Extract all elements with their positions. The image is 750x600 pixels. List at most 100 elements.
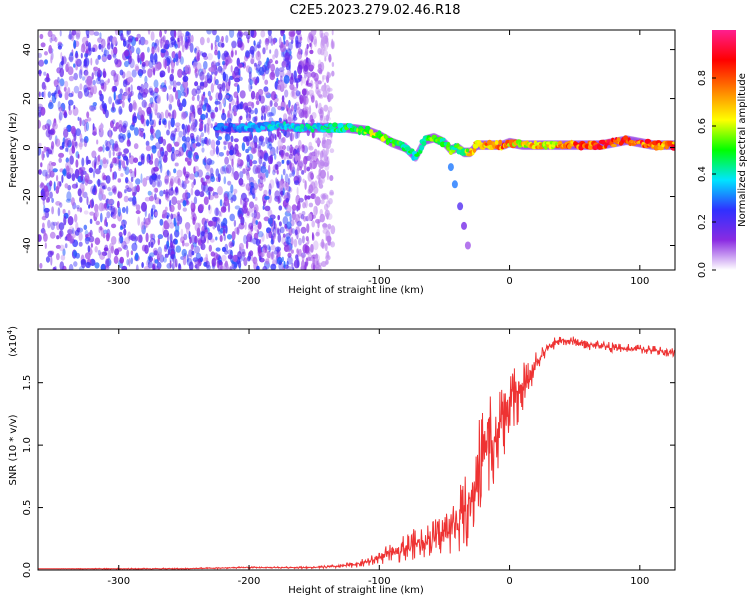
noise-speckle-mark: [223, 164, 227, 175]
noise-speckle-mark: [66, 191, 72, 202]
noise-speckle-mark: [190, 34, 194, 43]
noise-speckle-mark: [301, 88, 307, 96]
noise-speckle-mark: [219, 211, 223, 217]
noise-speckle-mark: [214, 194, 219, 199]
noise-speckle-mark: [200, 177, 204, 183]
branch-mark: [464, 241, 471, 250]
noise-speckle-mark: [170, 117, 175, 128]
noise-speckle-mark: [139, 36, 146, 46]
noise-speckle-mark: [277, 196, 281, 204]
noise-speckle-mark: [128, 235, 135, 241]
noise-speckle-mark: [231, 40, 237, 49]
noise-speckle-mark: [315, 139, 322, 144]
ridge-mark: [272, 121, 276, 125]
noise-speckle-mark: [38, 146, 42, 156]
noise-speckle-mark: [106, 159, 109, 165]
noise-speckle-mark: [125, 177, 129, 184]
noise-speckle-mark: [154, 157, 159, 168]
noise-speckle-mark: [234, 77, 241, 83]
noise-speckle-mark: [180, 228, 184, 238]
noise-speckle-mark: [89, 106, 96, 112]
noise-speckle-mark: [177, 98, 181, 108]
noise-speckle-mark: [194, 68, 197, 74]
noise-speckle-mark: [237, 152, 242, 158]
noise-speckle-mark: [194, 222, 201, 232]
noise-speckle-mark: [210, 176, 216, 183]
noise-speckle-mark: [132, 115, 137, 124]
noise-speckle-mark: [197, 94, 200, 102]
noise-speckle-mark: [224, 260, 228, 268]
noise-speckle-mark: [281, 95, 285, 103]
noise-speckle-mark: [270, 239, 274, 245]
noise-speckle-mark: [242, 168, 246, 175]
noise-speckle-mark: [281, 256, 284, 262]
noise-speckle-mark: [112, 119, 116, 125]
noise-speckle-mark: [179, 33, 185, 38]
noise-speckle-mark: [323, 50, 329, 58]
snr-marks: [38, 336, 675, 570]
ridge-mark: [442, 137, 446, 142]
noise-speckle-mark: [265, 258, 270, 265]
noise-speckle-mark: [184, 242, 190, 247]
noise-speckle-mark: [184, 139, 188, 149]
noise-speckle-mark: [130, 90, 134, 96]
noise-speckle-mark: [102, 185, 106, 190]
noise-speckle-mark: [124, 189, 127, 194]
noise-speckle-mark: [215, 92, 220, 101]
noise-speckle-mark: [103, 229, 108, 235]
noise-speckle-mark: [221, 246, 227, 252]
noise-speckle-mark: [123, 91, 128, 97]
noise-speckle-mark: [272, 38, 276, 45]
x-tick-label: 100: [630, 576, 649, 587]
noise-speckle-mark: [132, 192, 136, 197]
noise-speckle-mark: [129, 124, 135, 131]
noise-speckle-mark: [131, 242, 138, 252]
noise-speckle-mark: [301, 254, 305, 262]
noise-speckle-mark: [38, 91, 41, 98]
noise-speckle-mark: [305, 57, 309, 63]
noise-speckle-mark: [292, 267, 295, 270]
noise-speckle-mark: [117, 178, 122, 183]
noise-speckle-mark: [248, 207, 254, 213]
noise-speckle-mark: [263, 86, 269, 93]
noise-speckle-mark: [74, 52, 79, 59]
noise-speckle-mark: [150, 31, 155, 41]
noise-speckle-mark: [260, 115, 264, 121]
noise-speckle-mark: [88, 204, 91, 209]
signal-ridge: [213, 120, 675, 250]
noise-speckle-mark: [134, 167, 137, 178]
noise-speckle-mark: [147, 261, 154, 269]
noise-speckle-mark: [224, 133, 231, 142]
noise-speckle-mark: [205, 122, 210, 133]
noise-speckle-mark: [247, 101, 254, 107]
noise-speckle-mark: [118, 160, 122, 170]
noise-speckle-mark: [87, 245, 91, 253]
noise-speckle-mark: [215, 247, 221, 252]
noise-speckle-mark: [246, 211, 250, 217]
noise-speckle-mark: [231, 41, 237, 49]
noise-speckle-mark: [154, 42, 158, 49]
noise-speckle-mark: [42, 169, 48, 177]
noise-speckle-mark: [51, 197, 54, 203]
noise-speckle-mark: [284, 173, 289, 183]
noise-speckle-mark: [266, 143, 269, 149]
noise-speckle-mark: [203, 229, 208, 239]
noise-speckle-mark: [126, 259, 130, 266]
noise-speckle-mark: [214, 106, 219, 113]
noise-speckle-mark: [57, 101, 61, 110]
noise-speckle-mark: [58, 222, 65, 231]
noise-speckle-mark: [147, 68, 153, 78]
noise-speckle-mark: [60, 52, 63, 60]
noise-speckle-mark: [219, 261, 223, 266]
noise-speckle-mark: [328, 198, 333, 205]
noise-speckle-mark: [295, 103, 300, 111]
noise-speckle-mark: [50, 145, 54, 155]
noise-speckle-mark: [298, 237, 302, 246]
y-tick-label: 20: [22, 92, 33, 105]
noise-speckle-mark: [265, 169, 269, 179]
noise-speckle-mark: [315, 231, 320, 237]
noise-speckle-mark: [249, 78, 253, 86]
noise-speckle-mark: [38, 142, 42, 148]
noise-speckle-mark: [190, 122, 196, 131]
noise-speckle-mark: [277, 139, 284, 148]
